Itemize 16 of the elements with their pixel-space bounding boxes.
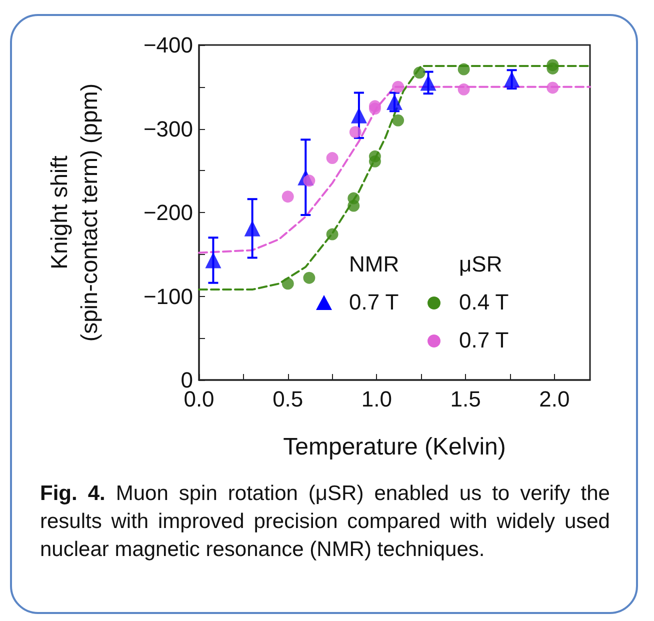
- y-tick-label: −300: [143, 116, 193, 142]
- legend-label: 0.4 T: [459, 290, 509, 314]
- x-axis-title: Temperature (Kelvin): [283, 434, 506, 460]
- x-tick-label: 2.0: [539, 386, 570, 412]
- legend-label: 0.7 T: [459, 328, 509, 352]
- y-tick-label: −400: [143, 32, 193, 58]
- caption: Fig. 4.: [40, 482, 106, 505]
- annotation: μSR: [459, 252, 502, 276]
- legend-title: NMR: [349, 252, 400, 276]
- x-tick-label: 1.0: [361, 386, 392, 412]
- y-tick-label: −100: [143, 284, 193, 309]
- legend-label: 0.7 T: [349, 290, 399, 314]
- x-tick-label: 1.5: [450, 386, 481, 412]
- y-tick-label: −200: [143, 200, 193, 225]
- y-axis-title: Knight shift (spin-contact term) (ppm): [46, 83, 102, 342]
- x-tick-label: 0.5: [272, 386, 304, 412]
